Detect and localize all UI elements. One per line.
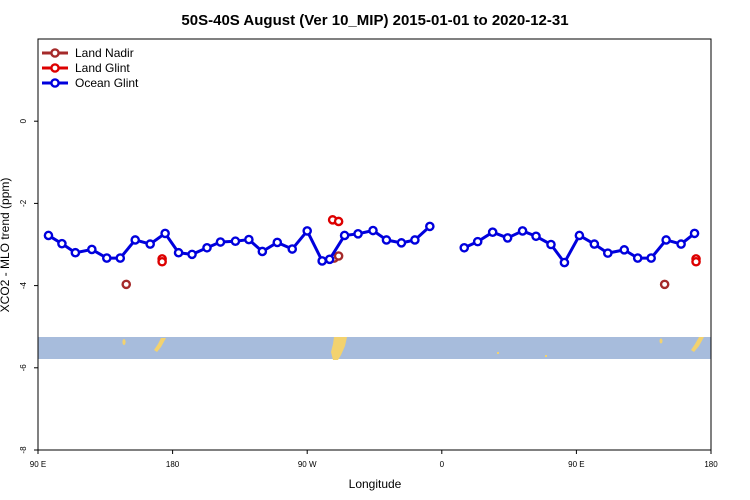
legend-item-land-glint: Land Glint <box>42 61 130 75</box>
legend-swatch-marker <box>50 63 60 73</box>
ocean-glint-point <box>272 237 283 248</box>
ocean-glint-point <box>317 256 327 266</box>
land-patch <box>331 337 347 360</box>
ocean-glint-point <box>546 239 556 250</box>
ocean-glint-point <box>57 238 67 249</box>
series-land-glint <box>157 215 701 267</box>
ocean-glint-point <box>410 235 420 245</box>
land-glint-point <box>333 216 344 227</box>
ocean-glint-point <box>425 221 435 232</box>
y-tick-label: -4 <box>19 281 28 289</box>
ocean-glint-point <box>324 254 335 265</box>
ocean-glint-point <box>517 226 528 236</box>
legend-label: Land Glint <box>75 61 130 75</box>
land-nadir-point <box>659 279 670 290</box>
ocean-glint-point <box>87 244 97 255</box>
ocean-glint-point <box>396 238 407 248</box>
land-nadir-point <box>121 279 132 290</box>
x-tick-label: 90 E <box>30 460 46 469</box>
ocean-glint-point <box>230 236 241 247</box>
ocean-glint-point <box>244 234 254 245</box>
x-axis-label: Longitude <box>349 477 402 491</box>
ocean-glint-point <box>339 230 350 241</box>
ocean-glint-point <box>589 239 600 249</box>
land-glint-point <box>691 256 701 267</box>
ocean-glint-point <box>101 253 112 263</box>
ocean-glint-point <box>70 247 81 258</box>
y-tick-label: -2 <box>19 199 28 207</box>
land-patch <box>691 337 704 352</box>
ocean-glint-point <box>202 242 212 253</box>
land-patch <box>545 355 547 357</box>
ocean-glint-point <box>559 257 570 268</box>
ocean-glint-point <box>574 230 585 241</box>
ocean-glint-point <box>145 239 155 249</box>
ocean-glint-point <box>646 253 656 263</box>
legend-item-ocean-glint: Ocean Glint <box>42 76 139 90</box>
land-patch <box>122 339 126 345</box>
ocean-glint-point <box>502 233 513 243</box>
x-tick-label: 90 E <box>568 460 584 469</box>
ocean-glint-point <box>257 246 268 257</box>
ocean-glint-point <box>632 253 643 263</box>
land-glint-point <box>157 256 167 267</box>
plot-frame <box>37 38 712 451</box>
ocean-glint-point <box>287 244 298 254</box>
y-tick-label: -8 <box>19 446 28 454</box>
ocean-glint-point <box>676 239 686 249</box>
land-patch <box>154 338 166 352</box>
x-tick-label: 180 <box>166 460 180 469</box>
x-tick-label: 90 W <box>298 460 317 469</box>
y-tick-label: -6 <box>19 364 28 372</box>
ocean-glint-point <box>368 225 378 236</box>
ocean-glint-point <box>173 247 184 258</box>
ocean-glint-point <box>302 226 313 236</box>
ocean-glint-point <box>619 245 630 255</box>
legend-label: Ocean Glint <box>75 76 139 90</box>
land-ocean-band <box>38 337 711 360</box>
series-layer <box>43 215 701 290</box>
ocean-glint-point <box>661 235 671 245</box>
land-patch <box>659 338 663 344</box>
ocean-glint-point <box>215 237 226 247</box>
y-tick-label: 0 <box>19 118 28 123</box>
ocean-glint-point <box>381 235 392 245</box>
legend-swatch-marker <box>50 78 60 88</box>
x-tick-label: 0 <box>440 460 445 469</box>
ocean-glint-point <box>115 253 126 263</box>
series-land-nadir <box>121 251 670 290</box>
ocean-glint-point <box>603 248 613 258</box>
x-tick-label: 180 <box>704 460 718 469</box>
ocean-glint-point <box>160 228 170 239</box>
ocean-glint-point <box>353 229 363 239</box>
land-nadir-point <box>333 251 344 261</box>
ocean-glint-point <box>459 242 470 253</box>
legend-swatch-marker <box>50 48 60 58</box>
ocean-glint-point <box>531 231 541 242</box>
series-ocean-glint <box>43 221 700 268</box>
ocean-glint-point <box>487 227 498 237</box>
ocean-glint-point <box>689 228 700 239</box>
x-axis: 90 E 180 90 W 0 90 E 180 <box>30 450 718 469</box>
chart-title: 50S-40S August (Ver 10_MIP) 2015-01-01 t… <box>181 12 568 29</box>
legend-label: Land Nadir <box>75 46 134 60</box>
ocean-glint-line <box>47 225 431 263</box>
y-axis-label: XCO2 - MLO trend (ppm) <box>0 178 12 313</box>
ocean-glint-point <box>472 236 483 247</box>
land-patch <box>497 352 499 354</box>
y-axis: 0 -2 -4 -6 -8 <box>19 118 38 454</box>
ocean-glint-point <box>130 235 141 245</box>
ocean-glint-point <box>187 249 197 260</box>
ocean-glint-point <box>43 230 54 241</box>
legend-item-land-nadir: Land Nadir <box>42 46 134 60</box>
ocean-strip <box>38 337 711 359</box>
